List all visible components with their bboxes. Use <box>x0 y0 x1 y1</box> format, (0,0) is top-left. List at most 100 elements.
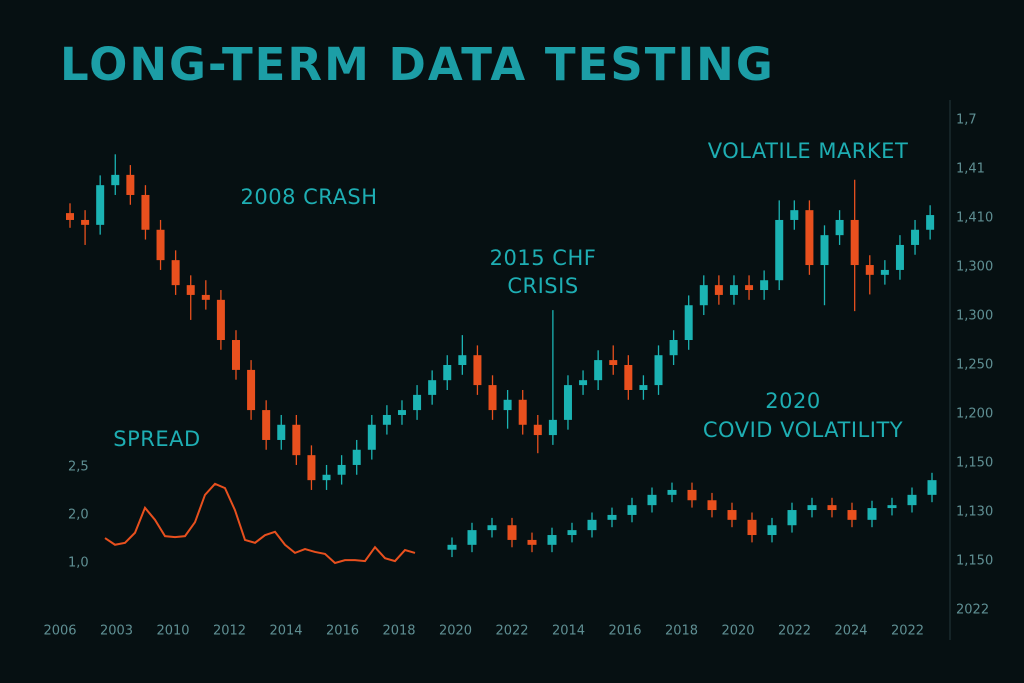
candle-body <box>927 480 937 495</box>
candle-body <box>96 185 105 225</box>
candle-body <box>567 530 577 536</box>
candle-body <box>714 285 723 295</box>
candle-body <box>727 510 737 520</box>
candle-body <box>607 514 617 520</box>
candle-body <box>126 174 135 195</box>
candle-body <box>594 360 603 381</box>
candle-body <box>467 530 477 545</box>
candle-body <box>926 215 935 230</box>
candle-body <box>141 194 150 230</box>
candle-body <box>81 219 90 225</box>
candle-body <box>624 365 633 390</box>
candle-body <box>367 424 376 450</box>
candle-body <box>527 539 537 545</box>
candle-body <box>322 474 331 481</box>
candle-body <box>647 494 657 506</box>
candle-body <box>669 340 678 356</box>
candle-body <box>352 449 361 465</box>
y2-tick-label: 2,0 <box>68 508 89 523</box>
candle-body <box>397 410 406 415</box>
candle-body <box>911 229 920 245</box>
candle-body <box>503 399 512 411</box>
candle-body <box>747 519 757 536</box>
x-tick-label: 2018 <box>665 624 698 639</box>
spread-line <box>104 482 416 565</box>
y-tick-label: 1,7 <box>956 113 977 128</box>
candle-body <box>729 285 738 295</box>
candle-body <box>907 494 917 506</box>
candle-body <box>382 414 391 425</box>
x-tick-label: 2014 <box>269 624 302 639</box>
candle-body <box>639 385 648 390</box>
candle-body <box>827 505 837 511</box>
candle-body <box>699 285 708 306</box>
y-tick-label: 1,250 <box>956 358 993 373</box>
candle-body <box>216 299 225 341</box>
candle-body <box>111 174 120 186</box>
candle-body <box>687 489 697 501</box>
x-tick-label: 2016 <box>608 624 641 639</box>
y-tick-label: 1,130 <box>956 505 993 520</box>
x-tick-label: 2003 <box>100 624 133 639</box>
candle-body <box>805 210 814 266</box>
candle-body <box>850 219 859 266</box>
x-tick-label: 2012 <box>213 624 246 639</box>
candle-body <box>587 519 597 531</box>
candle-body <box>807 505 817 511</box>
candle-body <box>767 525 777 536</box>
x-tick-label: 2020 <box>439 624 472 639</box>
annotation: 2020 <box>765 389 820 413</box>
x-tick-label: 2020 <box>721 624 754 639</box>
candle-body <box>413 394 422 411</box>
annotation: COVID VOLATILITY <box>703 418 903 442</box>
candle-body <box>707 500 717 511</box>
y-tick-label: 1,41 <box>956 162 985 177</box>
y-tick-label: 1,150 <box>956 554 993 569</box>
candle-body <box>507 525 517 540</box>
y-tick-label: 1,300 <box>956 260 993 275</box>
candle-body <box>760 280 769 291</box>
x-tick-label: 2014 <box>552 624 585 639</box>
candle-body <box>488 385 497 411</box>
y-tick-label: 1,410 <box>956 211 993 226</box>
candle-body <box>447 544 457 550</box>
x-tick-label: 2022 <box>891 624 924 639</box>
candle-body <box>292 424 301 456</box>
y-tick-label: 2022 <box>956 603 989 618</box>
candle-body <box>547 535 557 545</box>
candle-body <box>518 399 527 425</box>
candle-body <box>654 355 663 386</box>
x-tick-label: 2022 <box>495 624 528 639</box>
candle-body <box>66 213 74 220</box>
candle-body <box>156 229 165 261</box>
candle-body <box>201 294 210 300</box>
candle-body <box>865 265 874 275</box>
annotation: SPREAD <box>113 427 200 451</box>
candle-body <box>867 508 877 520</box>
candle-body <box>487 525 497 531</box>
annotation: 2015 CHF <box>490 246 597 270</box>
candle-body <box>667 489 677 495</box>
candle-body <box>171 260 180 286</box>
x-tick-label: 2022 <box>778 624 811 639</box>
candle-body <box>458 355 467 365</box>
candle-body <box>627 505 637 515</box>
candle-body <box>880 269 889 275</box>
candle-body <box>835 219 844 236</box>
candle-body <box>820 235 829 266</box>
candle-body <box>307 455 316 481</box>
candle-body <box>533 424 542 436</box>
candle-body <box>775 219 784 281</box>
candle-body <box>443 365 452 381</box>
candle-body <box>548 419 557 436</box>
x-tick-label: 2010 <box>156 624 189 639</box>
chart-title: LONG-TERM DATA TESTING <box>60 38 775 91</box>
candle-body <box>579 380 588 386</box>
candle-body <box>787 510 797 526</box>
annotation: VOLATILE MARKET <box>708 139 909 163</box>
candle-body <box>262 410 271 440</box>
candle-body <box>428 380 437 395</box>
x-tick-label: 2006 <box>43 624 76 639</box>
annotation: CRISIS <box>507 274 578 298</box>
